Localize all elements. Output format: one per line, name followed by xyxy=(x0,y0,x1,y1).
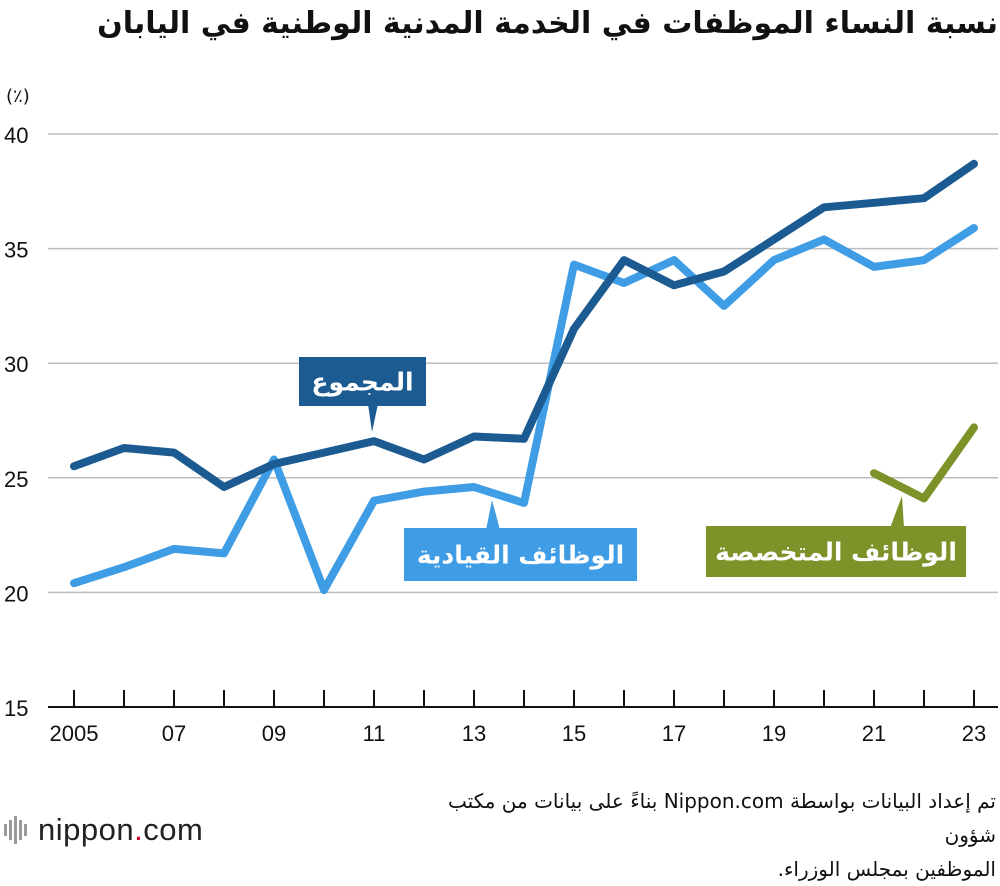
x-tick-label-15: 15 xyxy=(562,721,586,746)
callout-pointer-managerial xyxy=(486,500,500,530)
callout-text-total: المجموع xyxy=(311,368,413,398)
y-axis-unit-label: (٪) xyxy=(6,86,30,107)
nippon-logo: nippon.com xyxy=(4,812,203,848)
series-line-specialist xyxy=(874,427,974,498)
y-tick-label-30: 30 xyxy=(4,352,28,377)
x-tick-label-13: 13 xyxy=(462,721,486,746)
y-tick-label-40: 40 xyxy=(4,123,28,148)
series-line-total xyxy=(74,164,974,487)
x-tick-label-07: 07 xyxy=(162,721,186,746)
logo-text: nippon.com xyxy=(38,812,203,848)
callout-text-managerial: الوظائف القيادية xyxy=(417,541,624,571)
callout-text-specialist: الوظائف المتخصصة xyxy=(715,538,957,568)
y-tick-label-25: 25 xyxy=(4,467,28,492)
x-tick-label-2005: 2005 xyxy=(50,721,99,746)
y-tick-label-35: 35 xyxy=(4,238,28,263)
source-line-1: تم إعداد البيانات بواسطة Nippon.com بناء… xyxy=(436,784,996,852)
source-note: تم إعداد البيانات بواسطة Nippon.com بناء… xyxy=(436,784,996,886)
callout-pointer-total xyxy=(368,404,378,432)
x-tick-label-19: 19 xyxy=(762,721,786,746)
x-tick-label-23: 23 xyxy=(962,721,986,746)
x-tick-label-09: 09 xyxy=(262,721,286,746)
x-tick-label-11: 11 xyxy=(363,721,386,746)
y-tick-label-15: 15 xyxy=(4,696,28,721)
legend-label-managerial: الوظائف القيادية xyxy=(404,500,637,581)
legend-label-total: المجموع xyxy=(299,357,426,432)
y-tick-label-20: 20 xyxy=(4,581,28,606)
logo-icon xyxy=(4,812,30,848)
x-tick-label-21: 21 xyxy=(862,721,886,746)
line-chart: 15 20 25 30 35 40 (٪) 2005 07 09 11 13 15 17 19 21 23 ال… xyxy=(0,0,1000,780)
x-tick-label-17: 17 xyxy=(662,721,686,746)
legend-label-specialist: الوظائف المتخصصة xyxy=(706,496,966,577)
source-line-2: الموظفين بمجلس الوزراء. xyxy=(436,852,996,886)
callout-pointer-specialist xyxy=(890,496,904,528)
